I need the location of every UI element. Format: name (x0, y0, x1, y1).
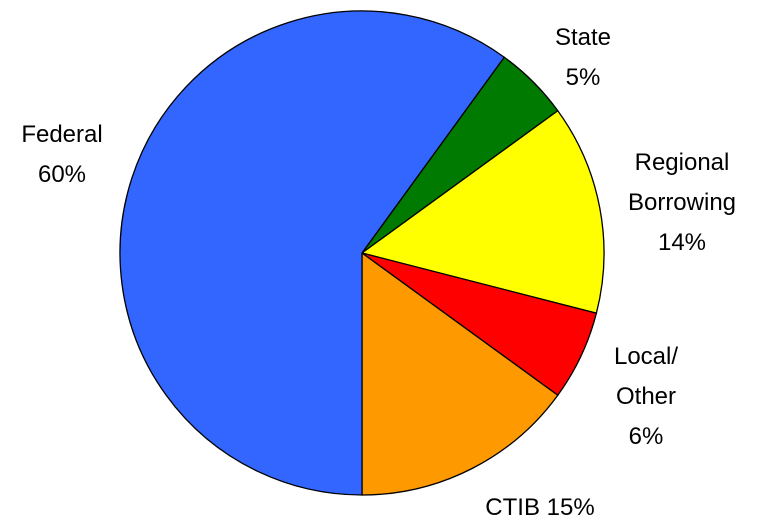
value-label: 5% (565, 64, 601, 91)
slice-label: Local/ Other 6% (596, 337, 696, 457)
value-label: 60% (37, 161, 87, 188)
value-label: 15% (546, 494, 595, 521)
category-label: Regional Borrowing (627, 149, 737, 216)
value-label: 14% (657, 229, 707, 256)
pie-slice (360, 109, 605, 314)
pie-slice (119, 10, 506, 496)
pie-slice (361, 251, 559, 496)
category-label: Local/ Other (613, 343, 679, 410)
category-label: Federal (21, 121, 103, 148)
slice-label: Regional Borrowing 14% (602, 143, 762, 263)
slice-label: State 5% (533, 18, 633, 98)
slice-label: CTIB 15% (440, 488, 640, 528)
slice-label: Federal 60% (2, 115, 122, 195)
category-label: CTIB (485, 494, 540, 521)
category-label: State (554, 24, 612, 51)
value-label: 6% (628, 423, 664, 450)
